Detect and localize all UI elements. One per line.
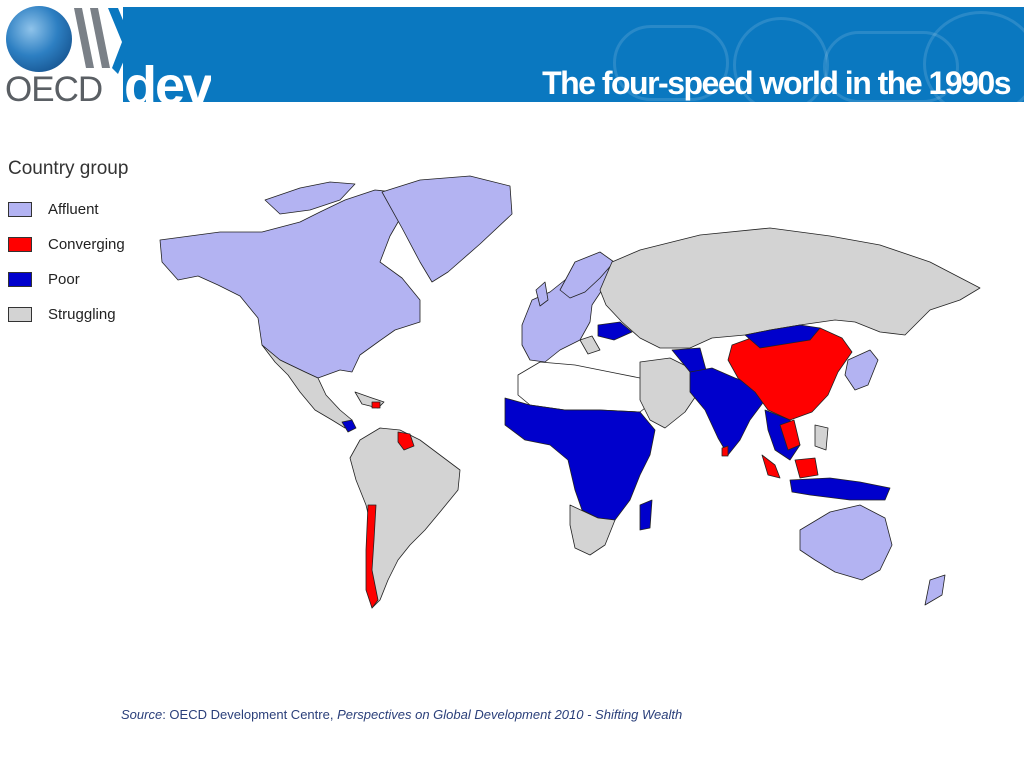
world-map [159, 175, 981, 609]
region-vietnam [779, 419, 801, 451]
legend-label-poor: Poor [48, 271, 80, 288]
legend-label-affluent: Affluent [48, 201, 99, 218]
region-north-africa [517, 361, 656, 413]
region-borneo [794, 457, 819, 479]
region-mongolia [744, 324, 821, 349]
region-dominican-rep [371, 401, 381, 409]
region-philippines [814, 424, 829, 451]
source-note: Source: OECD Development Centre, Perspec… [121, 706, 701, 723]
region-scandinavia [559, 251, 615, 299]
legend-swatch-converging [8, 237, 32, 252]
page-title: The four-speed world in the 1990s [542, 65, 1011, 101]
legend-item-struggling: Struggling [8, 297, 128, 332]
region-new-zealand [924, 574, 946, 606]
legend-label-converging: Converging [48, 236, 125, 253]
source-publication: Perspectives on Global Development 2010 … [337, 707, 683, 722]
region-uk [535, 281, 549, 307]
region-australia [799, 504, 893, 581]
region-southern-africa [569, 504, 616, 556]
source-org: : OECD Development Centre, [162, 707, 338, 722]
region-balkans [579, 335, 601, 355]
region-arctic-islands [264, 181, 356, 215]
legend-label-struggling: Struggling [48, 306, 116, 323]
oecd-logo-text: OECD [5, 70, 103, 109]
legend-item-poor: Poor [8, 262, 128, 297]
legend-swatch-struggling [8, 307, 32, 322]
oecd-globe-logo-icon [6, 6, 72, 72]
legend-item-converging: Converging [8, 227, 128, 262]
region-greenland [381, 175, 513, 283]
region-sub-saharan-africa [504, 397, 656, 521]
oecd-logo-stripes-icon [74, 8, 132, 74]
legend-item-affluent: Affluent [8, 192, 128, 227]
legend-swatch-affluent [8, 202, 32, 217]
region-madagascar [639, 499, 653, 531]
region-indonesia [789, 477, 891, 501]
legend-swatch-poor [8, 272, 32, 287]
region-russia [599, 227, 981, 349]
region-south-asia [689, 367, 766, 456]
region-sri-lanka [721, 445, 729, 457]
region-chile [365, 504, 379, 609]
region-central-america-poor [341, 419, 357, 433]
region-korea-japan [844, 349, 879, 391]
region-north-america [159, 189, 421, 379]
legend-title: Country group [8, 158, 129, 179]
dev-logo-text: dev [124, 56, 212, 102]
region-ukraine [597, 321, 633, 341]
region-malaysia [761, 454, 781, 479]
source-label: Source [121, 707, 163, 722]
map-legend: Country group Affluent Converging Poor S… [8, 158, 128, 332]
region-middle-east [639, 357, 701, 429]
header-banner: The four-speed world in the 1990s [123, 7, 1024, 102]
region-guyana-suriname [397, 431, 415, 451]
